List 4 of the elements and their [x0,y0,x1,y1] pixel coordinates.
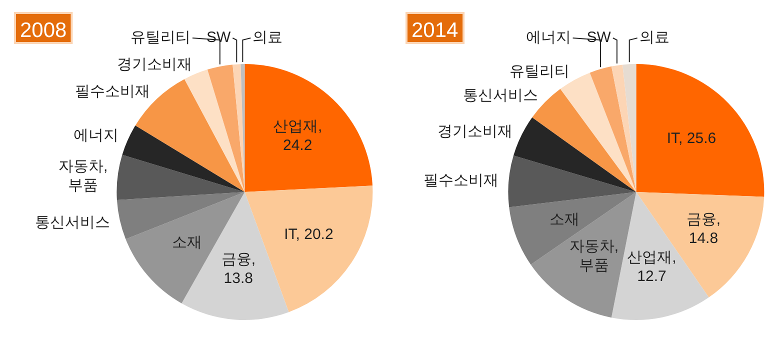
chart-title: 2014 [412,19,459,42]
chart-title: 2008 [20,19,67,42]
title: 2008 [14,12,73,44]
title: 2014 [406,12,465,44]
